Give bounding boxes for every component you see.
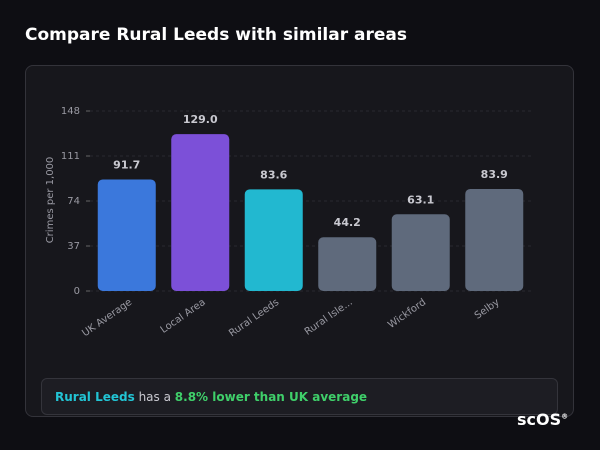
bar: [318, 237, 377, 291]
bar: [97, 179, 156, 291]
footer-text: has a: [138, 390, 171, 404]
y-tick-label: 111: [61, 151, 80, 162]
bar: [244, 189, 303, 291]
logo: scOS®: [517, 410, 568, 429]
bar: [465, 188, 524, 291]
x-tick-label: Local Area: [159, 297, 208, 336]
y-axis-label: Crimes per 1,000: [45, 157, 56, 244]
y-tick-label: 148: [61, 106, 80, 117]
value-label: 83.9: [481, 168, 508, 181]
footer-area: Rural Leeds: [55, 390, 135, 404]
x-tick-label: Selby: [473, 297, 502, 322]
footer-comparison: 8.8% lower than UK average: [174, 390, 368, 404]
chart-title: Compare Rural Leeds with similar areas: [25, 25, 407, 45]
x-tick-label: Rural Isle...: [303, 297, 355, 338]
value-label: 91.7: [113, 158, 140, 171]
value-label: 83.6: [260, 168, 287, 181]
bar: [391, 214, 450, 291]
bar: [171, 134, 230, 291]
x-tick-label: Rural Leeds: [227, 297, 281, 339]
logo-text: scOS: [517, 410, 562, 429]
y-tick-label: 74: [67, 196, 80, 207]
y-tick-label: 0: [74, 286, 80, 297]
x-tick-label: Wickford: [386, 297, 428, 331]
footer: Rural Leeds has a 8.8% lower than UK ave…: [41, 378, 558, 415]
y-tick-label: 37: [67, 241, 80, 252]
x-tick-label: UK Average: [80, 297, 134, 339]
value-label: 129.0: [183, 113, 218, 126]
value-label: 63.1: [407, 193, 434, 206]
logo-mark: ®: [561, 412, 569, 421]
value-label: 44.2: [334, 216, 361, 229]
